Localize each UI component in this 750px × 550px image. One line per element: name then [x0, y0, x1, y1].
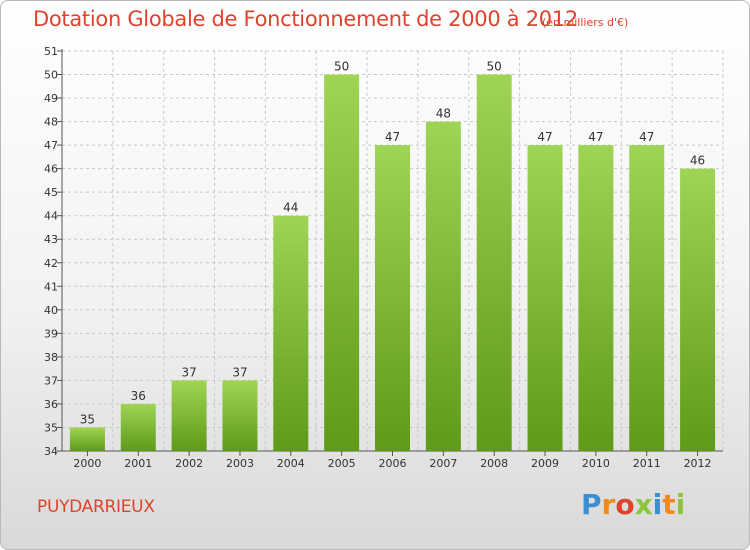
y-tick-label: 50 [44, 69, 58, 82]
chart-unit: (en milliers d'€) [542, 16, 629, 29]
bar-2004 [273, 215, 309, 451]
data-label-2008: 50 [487, 60, 502, 74]
bar-2005 [324, 74, 360, 451]
y-tick-label: 42 [44, 257, 58, 270]
y-tick-label: 43 [44, 233, 58, 246]
x-tick-label-2000: 2000 [73, 457, 101, 470]
logo-letter: t [662, 488, 676, 521]
data-label-2000: 35 [80, 412, 95, 426]
y-tick-label: 38 [44, 351, 58, 364]
bar-2009 [527, 145, 563, 451]
y-tick-label: 37 [44, 374, 58, 387]
y-tick-label: 36 [44, 398, 58, 411]
bar-2008 [476, 74, 512, 451]
x-tick-label-2005: 2005 [328, 457, 356, 470]
x-tick-label-2002: 2002 [175, 457, 203, 470]
logo-letter: r [601, 488, 616, 521]
y-tick-label: 45 [44, 186, 58, 199]
x-tick-label-2010: 2010 [582, 457, 610, 470]
x-tick-label-2007: 2007 [429, 457, 457, 470]
x-tick-label-2009: 2009 [531, 457, 559, 470]
y-tick-label: 51 [44, 45, 58, 58]
y-tick-label: 35 [44, 421, 58, 434]
logo-letter: i [652, 488, 663, 521]
y-tick-label: 44 [44, 210, 58, 223]
bar-2003 [222, 380, 258, 451]
logo-letter: o [615, 488, 635, 521]
data-label-2003: 37 [232, 365, 247, 379]
logo-letter: x [634, 488, 653, 521]
proxiti-logo: Proxiti [581, 488, 691, 524]
chart-title: Dotation Globale de Fonctionnement de 20… [33, 7, 578, 31]
x-tick-label-2004: 2004 [277, 457, 305, 470]
data-label-2010: 47 [588, 130, 603, 144]
bar-2000 [69, 427, 105, 451]
bar-2011 [629, 145, 665, 451]
y-tick-label: 41 [44, 280, 58, 293]
y-tick-label: 49 [44, 92, 58, 105]
data-label-2009: 47 [537, 130, 552, 144]
bar-2012 [680, 168, 716, 451]
y-tick-label: 47 [44, 139, 58, 152]
data-label-2006: 47 [385, 130, 400, 144]
logo-letter: i [675, 488, 686, 521]
bar-2010 [578, 145, 614, 451]
data-label-2004: 44 [283, 201, 298, 215]
x-tick-label-2011: 2011 [633, 457, 661, 470]
bar-2001 [120, 403, 156, 451]
data-label-2007: 48 [436, 107, 451, 121]
commune-name: PUYDARRIEUX [37, 497, 155, 517]
data-label-2011: 47 [639, 130, 654, 144]
x-tick-label-2012: 2012 [684, 457, 712, 470]
data-label-2012: 46 [690, 154, 705, 168]
x-tick-label-2006: 2006 [379, 457, 407, 470]
bar-2007 [425, 121, 461, 452]
y-tick-label: 39 [44, 327, 58, 340]
y-tick-label: 46 [44, 163, 58, 176]
bar-2006 [375, 145, 410, 451]
bar-2002 [171, 380, 207, 451]
y-tick-label: 34 [44, 445, 58, 458]
data-label-2002: 37 [181, 365, 196, 379]
x-tick-label-2003: 2003 [226, 457, 254, 470]
labels: 35 2000 36 2001 37 2002 37 2003 44 2004 50 2005 47 20… [73, 60, 711, 470]
x-tick-label-2001: 2001 [124, 457, 152, 470]
y-tick-label: 40 [44, 304, 58, 317]
logo-letter: P [581, 488, 602, 521]
data-label-2005: 50 [334, 60, 349, 74]
bars [69, 74, 716, 452]
y-tick-label: 48 [44, 116, 58, 129]
x-tick-label-2008: 2008 [480, 457, 508, 470]
data-label-2001: 36 [131, 389, 146, 403]
